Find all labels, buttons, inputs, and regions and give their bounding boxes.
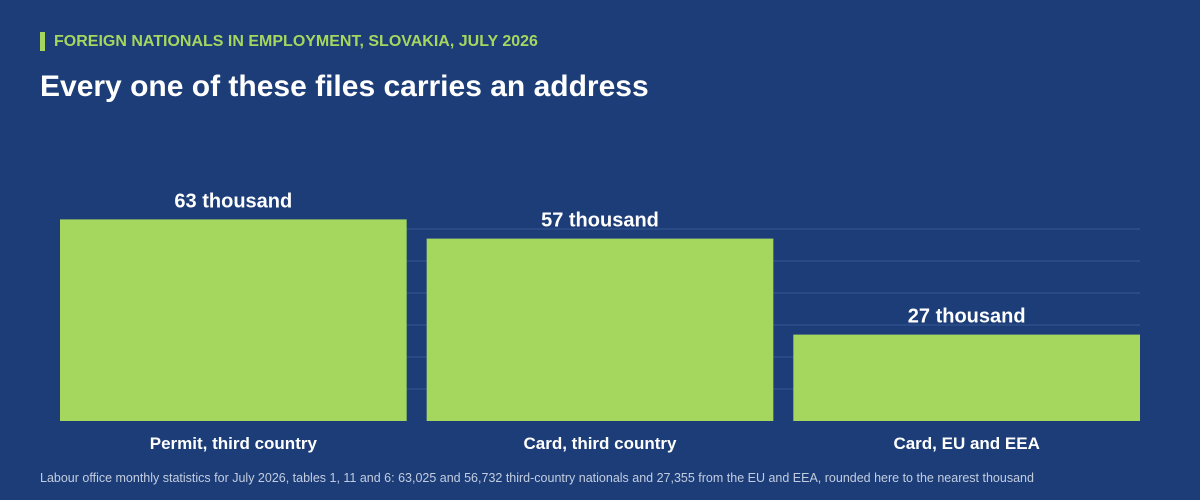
bars [60, 219, 1140, 421]
bar-2 [793, 334, 1140, 421]
value-label-0: 63 thousand [174, 190, 292, 212]
category-label-1: Card, third country [523, 434, 677, 453]
value-label-2: 27 thousand [908, 306, 1026, 328]
category-labels: Permit, third country Card, third country… [150, 434, 1040, 453]
category-label-2: Card, EU and EEA [893, 434, 1039, 453]
value-label-1: 57 thousand [541, 210, 659, 232]
bar-0 [60, 219, 407, 421]
chart-title: Every one of these files carries an addr… [40, 70, 649, 103]
source-footnote: Labour office monthly statistics for Jul… [40, 471, 1034, 485]
bar-1 [426, 238, 774, 421]
value-labels: 63 thousand 57 thousand 27 thousand [174, 190, 1025, 327]
chart-kicker: FOREIGN NATIONALS IN EMPLOYMENT, SLOVAKI… [40, 32, 538, 51]
category-label-0: Permit, third country [150, 434, 318, 453]
